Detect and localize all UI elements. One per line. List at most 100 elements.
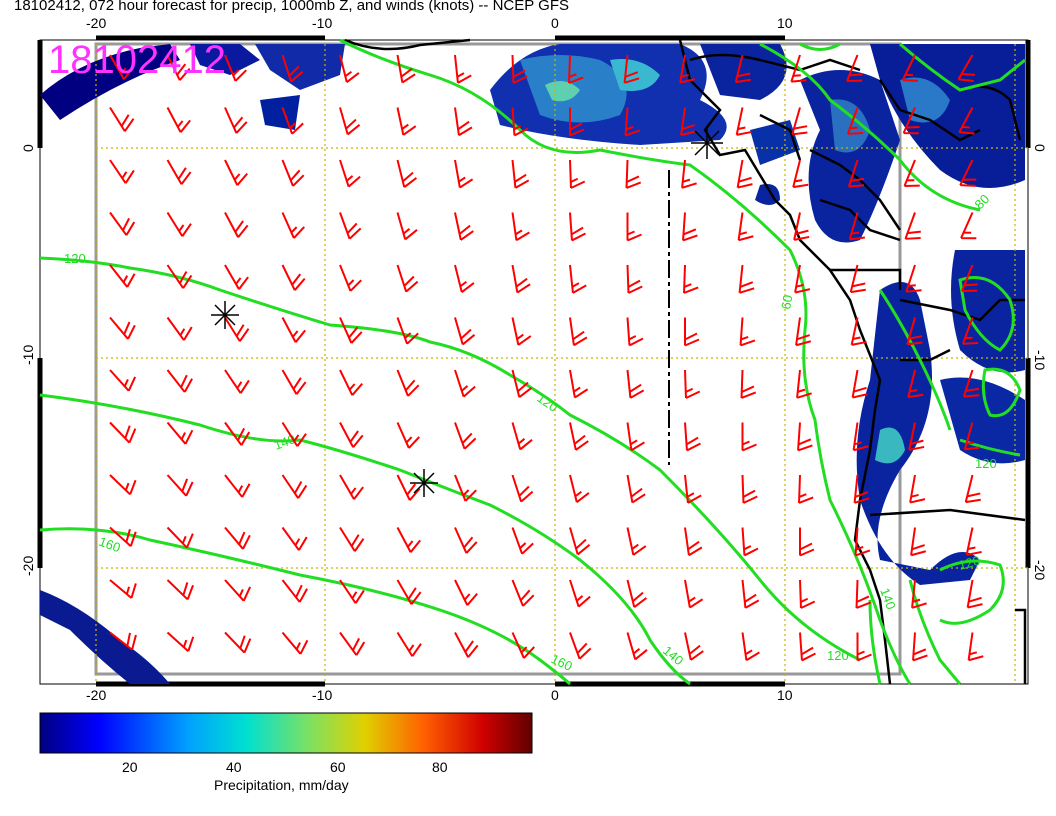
contour-label: 120 (975, 456, 997, 471)
wind-barb (626, 317, 644, 347)
wind-barb (224, 54, 247, 82)
wind-barb (109, 474, 137, 496)
wind-barb (109, 421, 137, 444)
wind-barb (109, 579, 137, 599)
wind-barb (396, 579, 422, 605)
wind-barb (109, 316, 136, 340)
wind-barb (339, 631, 366, 656)
wind-barb (511, 579, 535, 607)
wind-barb (511, 212, 530, 242)
wind-barb (737, 212, 754, 242)
wind-barb (851, 369, 868, 399)
wind-barb (339, 107, 361, 136)
wind-barb (166, 421, 194, 445)
wind-barb (224, 579, 252, 602)
wind-barb (511, 264, 531, 294)
wind-barb (736, 159, 753, 189)
wind-barb (848, 212, 866, 241)
wind-barb (166, 369, 193, 393)
wind-barb (454, 369, 476, 398)
wind-barb (624, 107, 641, 137)
wind-barb (964, 474, 981, 504)
wind-barb (454, 422, 477, 450)
top-tick-label: -20 (86, 15, 106, 31)
bottom-tick-label: -20 (86, 687, 106, 703)
wind-barb (454, 54, 472, 84)
wind-barb (281, 421, 307, 447)
wind-barb (682, 212, 698, 242)
wind-barb (626, 579, 648, 608)
wind-barb (511, 107, 529, 137)
wind-barb (569, 107, 585, 137)
wind-barb (281, 264, 306, 291)
wind-barb (906, 317, 923, 346)
wind-barb (454, 107, 473, 137)
wind-barb (962, 369, 980, 398)
wind-barb (799, 632, 816, 662)
wind-barb (281, 317, 306, 343)
wind-barb (396, 369, 420, 397)
wind-barb (626, 369, 645, 399)
axis-ticks-thick (37, 35, 1031, 687)
wind-barb (741, 474, 758, 504)
wind-barb (684, 474, 702, 504)
wind-barb (339, 369, 363, 396)
wind-barb (961, 317, 979, 345)
wind-barb (511, 632, 535, 659)
wind-barb (734, 54, 751, 84)
wind-barb (684, 527, 703, 557)
top-axis: -20 -10 0 10 (86, 15, 793, 31)
wind-barb (569, 527, 591, 556)
contour-label: 140 (877, 586, 899, 612)
wind-barb (790, 54, 807, 83)
wind-barb (681, 159, 697, 189)
wind-barb (904, 212, 921, 240)
wind-barb (569, 212, 586, 242)
wind-barb (109, 211, 136, 236)
wind-barb (679, 54, 696, 84)
wind-barb (339, 526, 365, 552)
colorbar-title: Precipitation, mm/day (214, 777, 349, 793)
wind-barb (454, 527, 478, 554)
bottom-tick-label: -10 (312, 687, 332, 703)
wind-barb (166, 631, 195, 652)
wind-barb (224, 631, 252, 654)
wind-barb (339, 422, 364, 448)
wind-barb (798, 474, 814, 504)
wind-barb (281, 526, 308, 551)
wind-barb (396, 212, 418, 241)
wind-barb (901, 54, 918, 82)
wind-barb (799, 579, 816, 609)
wind-barbs (109, 54, 984, 662)
contour-label: 60 (778, 294, 795, 311)
wind-barb (911, 579, 927, 609)
wind-barb (166, 474, 194, 497)
wind-barb (905, 264, 922, 293)
wind-barb (740, 369, 757, 399)
wind-barb (396, 474, 421, 501)
wind-barb (339, 159, 361, 188)
wind-barb (623, 54, 640, 84)
wind-barb (684, 422, 701, 452)
wind-barb (396, 527, 421, 553)
wind-barb (454, 474, 477, 502)
wind-barb (339, 579, 365, 604)
wind-barb (967, 632, 984, 662)
contour-label: 160 (97, 534, 123, 556)
wind-barb (684, 369, 701, 399)
wind-barb (791, 107, 808, 136)
wind-barb (224, 421, 251, 446)
wind-barb (224, 369, 250, 394)
bottom-tick-label: 10 (777, 687, 793, 703)
wind-barb (957, 54, 975, 83)
wind-barb (224, 212, 249, 238)
wind-barb (902, 107, 920, 135)
date-stamp: 18102412 (48, 38, 226, 82)
wind-barb (569, 369, 589, 399)
wind-barb (396, 264, 419, 293)
wind-barb (454, 212, 474, 241)
wind-barb (966, 579, 983, 609)
left-axis: 0 -10 -20 (20, 144, 36, 576)
wind-barb (626, 474, 646, 504)
